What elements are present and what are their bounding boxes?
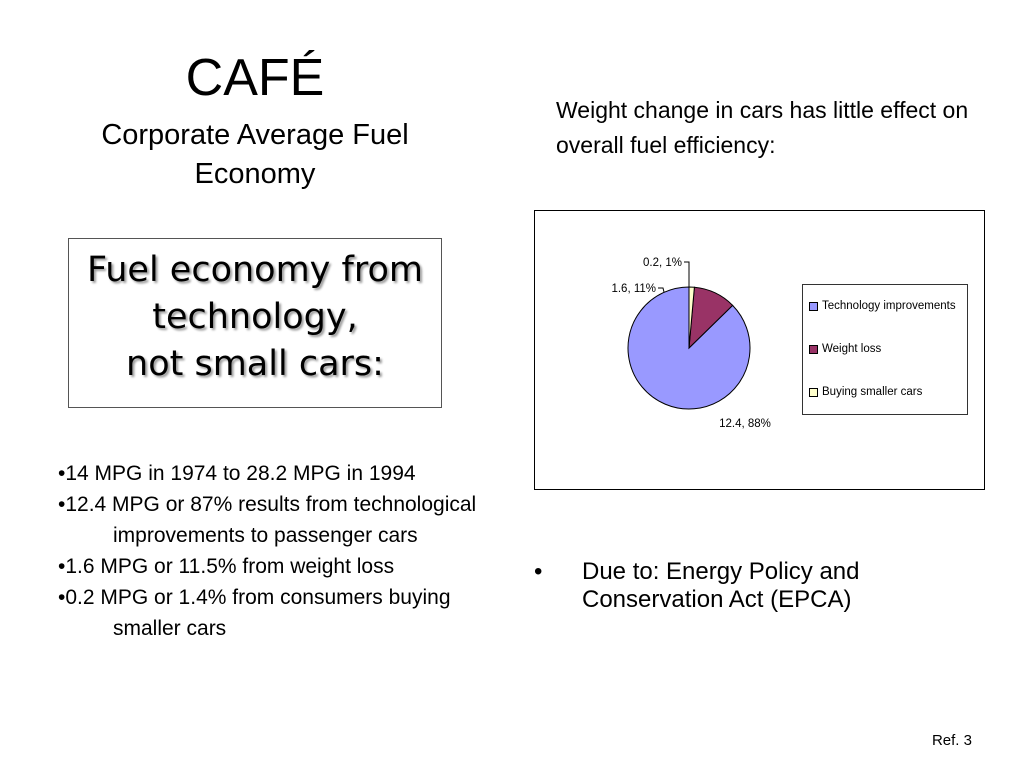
leader-line bbox=[684, 261, 690, 288]
data-label: 1.6, 11% bbox=[611, 283, 656, 295]
legend-swatch bbox=[809, 387, 818, 397]
chart-caption: Weight change in cars has little effect … bbox=[556, 97, 969, 158]
reference-label: Ref. 3 bbox=[931, 732, 972, 749]
bullet-item: •1.6 MPG or 11.5% from weight loss bbox=[58, 555, 395, 578]
legend-label: Weight loss bbox=[822, 343, 882, 355]
legend-item: Buying smaller cars bbox=[809, 386, 922, 398]
slide-title: CAFÉ bbox=[185, 49, 325, 107]
bullet-item: •14 MPG in 1974 to 28.2 MPG in 1994 bbox=[58, 462, 416, 485]
callout-box: Fuel economy from technology, not small … bbox=[68, 238, 442, 408]
epca-text: Due to: Energy Policy and Conservation A… bbox=[582, 558, 860, 613]
callout-text: Fuel economy from technology, not small … bbox=[87, 247, 423, 388]
slide-subtitle: Corporate Average Fuel Economy bbox=[101, 119, 409, 190]
chart-legend: Technology improvements Weight loss Buying… bbox=[802, 284, 968, 415]
leader-line bbox=[658, 287, 665, 293]
legend-label: Buying smaller cars bbox=[822, 386, 923, 398]
callout-line: Fuel economy from bbox=[87, 249, 423, 290]
legend-item: Weight loss bbox=[809, 343, 881, 355]
legend-label: Technology improvements bbox=[822, 300, 956, 312]
data-label: 12.4, 88% bbox=[719, 418, 771, 430]
legend-swatch bbox=[809, 344, 818, 354]
bullet-item: •0.2 MPG or 1.4% from consumers buying s… bbox=[58, 586, 451, 640]
legend-swatch bbox=[809, 301, 818, 311]
chart-frame bbox=[534, 210, 985, 490]
data-label: 0.2, 1% bbox=[643, 257, 682, 269]
bullet-dot: • bbox=[534, 558, 543, 585]
bullet-list: •14 MPG in 1974 to 28.2 MPG in 1994 •12.… bbox=[58, 458, 488, 644]
legend-item: Technology improvements bbox=[809, 300, 956, 312]
callout-line: not small cars: bbox=[126, 343, 384, 384]
bullet-item: •12.4 MPG or 87% results from technologi… bbox=[58, 493, 477, 547]
callout-line: technology, bbox=[152, 296, 358, 337]
epca-bullet: • Due to: Energy Policy and Conservation… bbox=[534, 558, 974, 614]
